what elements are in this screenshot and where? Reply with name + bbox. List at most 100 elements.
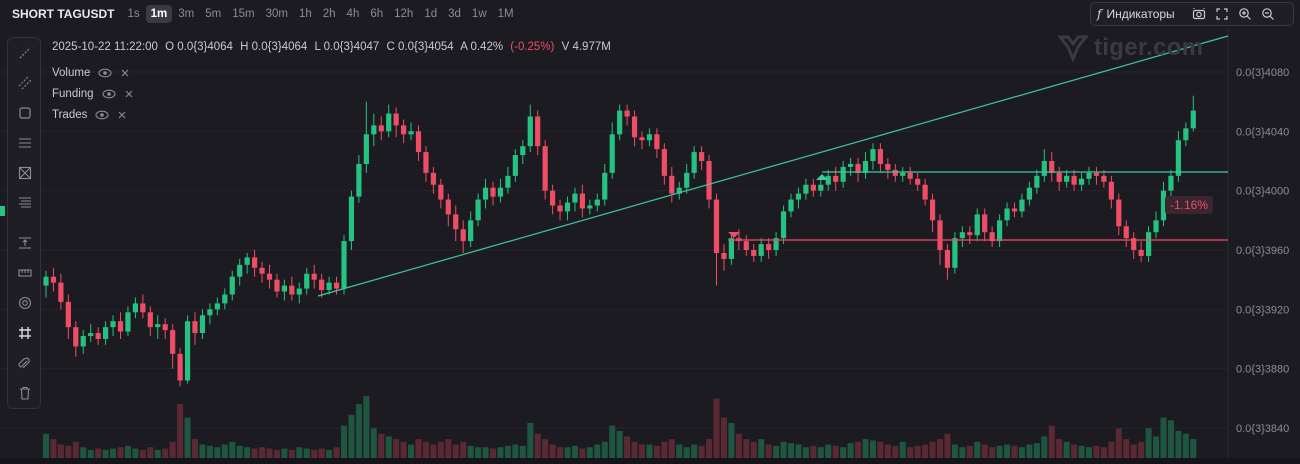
candle-body <box>222 294 228 304</box>
price-tick-label: 0.0{3}3960 <box>1236 245 1289 257</box>
timeframe-1w[interactable]: 1w <box>471 8 487 20</box>
volume-bar <box>363 396 370 458</box>
volume-bar <box>65 445 72 458</box>
candle-body <box>1168 175 1174 191</box>
volume-bar <box>1048 425 1055 458</box>
volume-bar <box>720 417 727 458</box>
candle-body <box>788 199 794 212</box>
volume-bar <box>706 439 713 458</box>
candle-body <box>609 134 615 173</box>
volume-bar <box>266 448 273 458</box>
timeframe-6h[interactable]: 6h <box>370 8 384 20</box>
horizontal-lines-icon[interactable] <box>14 132 36 154</box>
ohlc-readout: 2025-10-22 11:22:00 O 0.0{3}4064 H 0.0{3… <box>52 41 615 53</box>
close-icon[interactable] <box>117 110 127 120</box>
ruler-icon[interactable] <box>14 262 36 284</box>
timeframe-4h[interactable]: 4h <box>346 8 360 20</box>
candle-body <box>468 220 474 242</box>
volume-bar <box>124 445 131 458</box>
volume-bar <box>467 445 474 458</box>
close-icon[interactable] <box>124 89 134 99</box>
legend-label: Trades <box>52 109 88 121</box>
rectangle-icon[interactable] <box>14 102 36 124</box>
close-icon[interactable] <box>120 68 130 78</box>
volume-bar <box>646 444 653 458</box>
timeframe-3d[interactable]: 3d <box>448 8 461 20</box>
volume-bar <box>244 447 251 458</box>
range-icon[interactable] <box>14 232 36 254</box>
trash-icon[interactable] <box>14 382 36 404</box>
box-cross-icon[interactable] <box>14 162 36 184</box>
camera-icon[interactable] <box>1190 5 1208 23</box>
fib-levels-icon[interactable] <box>14 192 36 214</box>
volume-bar <box>192 439 198 458</box>
volume-bar <box>445 439 452 458</box>
eye-icon[interactable] <box>95 110 109 120</box>
candle-body <box>661 149 667 176</box>
drawing-toolbar <box>7 37 41 409</box>
eye-icon[interactable] <box>98 68 112 78</box>
symbol-label[interactable]: SHORT TAGUSDT <box>12 7 115 21</box>
trend-line-icon[interactable] <box>14 42 36 64</box>
timeframe-5m[interactable]: 5m <box>205 8 222 20</box>
candle-body <box>848 163 854 167</box>
fullscreen-icon[interactable] <box>1213 5 1231 23</box>
timeframe-1M[interactable]: 1M <box>497 8 514 20</box>
parallel-channel-icon[interactable] <box>14 72 36 94</box>
volume-bar <box>691 444 698 458</box>
volume-bar <box>430 444 437 458</box>
down-marker <box>728 232 740 238</box>
volume-bar <box>892 445 899 458</box>
eye-icon[interactable] <box>102 89 116 99</box>
timeframe-30m[interactable]: 30m <box>265 8 288 20</box>
candle-body <box>207 309 213 316</box>
volume-bar <box>750 441 757 458</box>
candle-body <box>631 116 638 138</box>
candle-body <box>289 285 295 295</box>
measure-badge: -1.16% <box>1165 196 1214 214</box>
volume-bar <box>318 448 325 458</box>
candle-body <box>1041 161 1047 176</box>
volume-bar <box>944 433 951 458</box>
zoom-out-icon[interactable] <box>1259 5 1277 23</box>
volume-bar <box>1160 417 1167 458</box>
timeframe-1d[interactable]: 1d <box>424 8 438 20</box>
price-tick-label: 0.0{3}4040 <box>1236 126 1289 138</box>
timeframe-2h[interactable]: 2h <box>322 8 336 20</box>
candle-body <box>319 279 325 291</box>
indicators-button[interactable]: f Индикаторы <box>1097 7 1175 21</box>
volume-bar <box>1004 444 1011 458</box>
magnet-icon[interactable] <box>14 352 36 374</box>
volume-bar <box>422 441 429 458</box>
volume-bar <box>296 447 303 458</box>
volume-bar <box>162 448 169 458</box>
timeframe-15m[interactable]: 15m <box>232 8 255 20</box>
eye-icon[interactable] <box>14 292 36 314</box>
volume-bar <box>221 444 228 458</box>
volume-bar <box>825 444 832 458</box>
candle-body <box>1064 175 1070 182</box>
volume-bar <box>1108 441 1115 458</box>
grid-icon[interactable] <box>14 322 36 344</box>
timeframe-12h[interactable]: 12h <box>394 8 414 20</box>
candle-body <box>356 163 362 197</box>
candle-body <box>252 257 258 268</box>
candle-body <box>1183 128 1189 141</box>
candle-body <box>155 324 161 328</box>
ohlc-high: H 0.0{3}4064 <box>240 41 308 53</box>
candle-body <box>304 273 310 289</box>
candle-body <box>840 166 846 182</box>
candle-body <box>1049 161 1055 173</box>
timeframe-1s[interactable]: 1s <box>127 8 140 20</box>
volume-bar <box>370 428 377 458</box>
volume-bar <box>907 447 914 458</box>
timeframe-3m[interactable]: 3m <box>178 8 195 20</box>
volume-bar <box>132 448 139 458</box>
timeframe-1h[interactable]: 1h <box>298 8 312 20</box>
candle-body <box>1019 199 1025 212</box>
volume-bar <box>922 444 929 458</box>
timeframe-1m[interactable]: 1m <box>145 5 173 23</box>
zoom-in-icon[interactable] <box>1236 5 1254 23</box>
candle-body <box>877 149 883 164</box>
